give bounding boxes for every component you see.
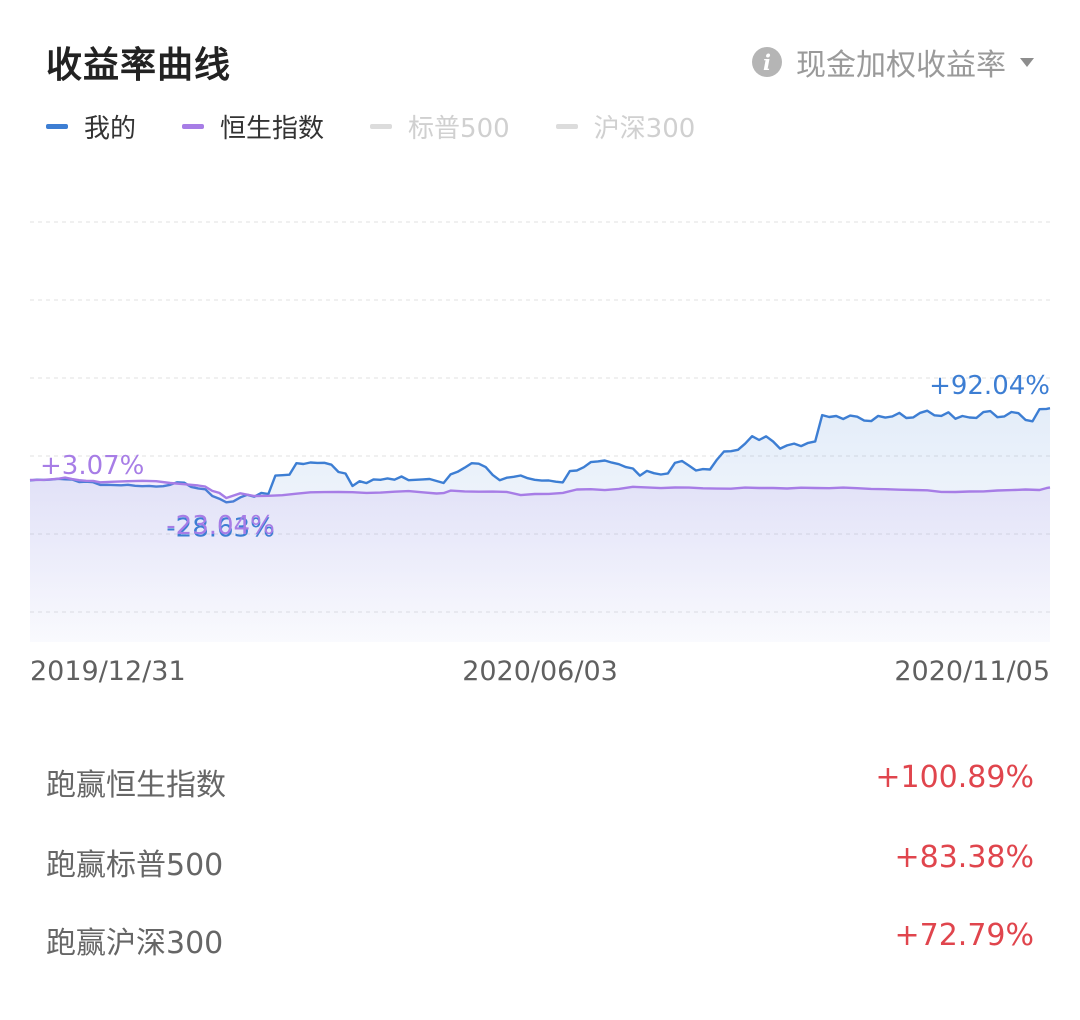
legend-swatch — [555, 124, 578, 129]
comparison-row: 跑赢标普500 +83.38% — [46, 840, 1034, 884]
caret-down-icon — [1020, 57, 1034, 67]
legend-label: 恒生指数 — [220, 114, 325, 144]
data-label: +92.04% — [929, 371, 1050, 401]
comparison-label: 跑赢标普500 — [46, 848, 224, 883]
data-label: -23.04% — [166, 511, 275, 541]
comparison-value: +100.89% — [875, 760, 1034, 795]
legend-swatch — [182, 124, 205, 129]
comparison-value: +72.79% — [894, 918, 1034, 953]
metric-selector[interactable]: i 现金加权收益率 — [752, 40, 1034, 84]
legend-item-mine[interactable]: 我的 — [46, 108, 136, 145]
info-icon[interactable]: i — [752, 47, 782, 77]
legend-item-sp500[interactable]: 标普500 — [370, 108, 510, 145]
series-area — [30, 477, 1050, 642]
page-title: 收益率曲线 — [46, 45, 232, 86]
comparison-row: 跑赢恒生指数 +100.89% — [46, 760, 1034, 804]
metric-label: 现金加权收益率 — [796, 48, 1006, 83]
comparison-row: 跑赢沪深300 +72.79% — [46, 918, 1034, 962]
legend-label: 标普500 — [408, 114, 510, 144]
legend-item-csi300[interactable]: 沪深300 — [555, 108, 696, 145]
x-tick-label: 2020/06/03 — [462, 656, 618, 687]
comparison-label: 跑赢沪深300 — [46, 926, 224, 961]
chart-legend: 我的 恒生指数 标普500 沪深300 — [46, 108, 741, 145]
return-chart[interactable]: -28.63% +92.04% +3.07% -23.04% — [0, 180, 1080, 650]
comparison-label: 跑赢恒生指数 — [46, 768, 226, 803]
legend-swatch — [370, 124, 393, 129]
legend-label: 沪深300 — [593, 114, 696, 144]
legend-item-hang-seng[interactable]: 恒生指数 — [182, 108, 324, 145]
legend-swatch — [46, 124, 68, 129]
series-line — [29, 476, 1051, 500]
data-label: -28.63% — [166, 513, 275, 543]
comparison-value: +83.38% — [894, 840, 1034, 875]
legend-label: 我的 — [84, 114, 137, 144]
x-tick-label: 2020/11/05 — [894, 656, 1050, 687]
data-label: +3.07% — [40, 451, 144, 481]
x-tick-label: 2019/12/31 — [30, 656, 186, 687]
